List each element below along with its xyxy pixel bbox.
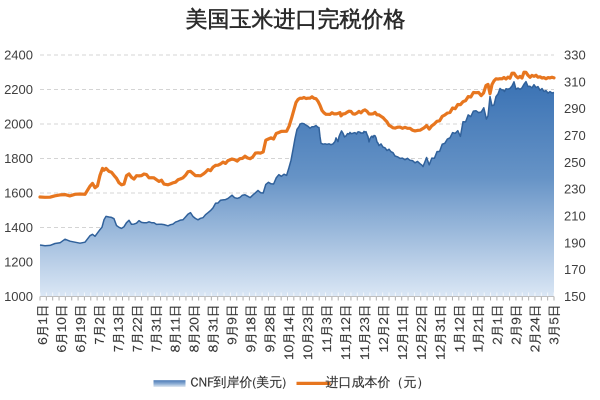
svg-text:1200: 1200	[4, 255, 33, 270]
svg-text:1000: 1000	[4, 289, 33, 304]
svg-text:310: 310	[564, 74, 586, 89]
svg-text:290: 290	[564, 101, 586, 116]
svg-text:1400: 1400	[4, 220, 33, 235]
svg-text:2400: 2400	[4, 48, 33, 63]
svg-text:210: 210	[564, 209, 586, 224]
svg-text:170: 170	[564, 262, 586, 277]
svg-text:1800: 1800	[4, 151, 33, 166]
svg-text:230: 230	[564, 182, 586, 197]
svg-text:2200: 2200	[4, 82, 33, 97]
svg-text:330: 330	[564, 48, 586, 63]
svg-text:190: 190	[564, 235, 586, 250]
svg-text:1600: 1600	[4, 186, 33, 201]
svg-text:2000: 2000	[4, 117, 33, 132]
svg-text:250: 250	[564, 155, 586, 170]
svg-text:150: 150	[564, 289, 586, 304]
svg-text:270: 270	[564, 128, 586, 143]
